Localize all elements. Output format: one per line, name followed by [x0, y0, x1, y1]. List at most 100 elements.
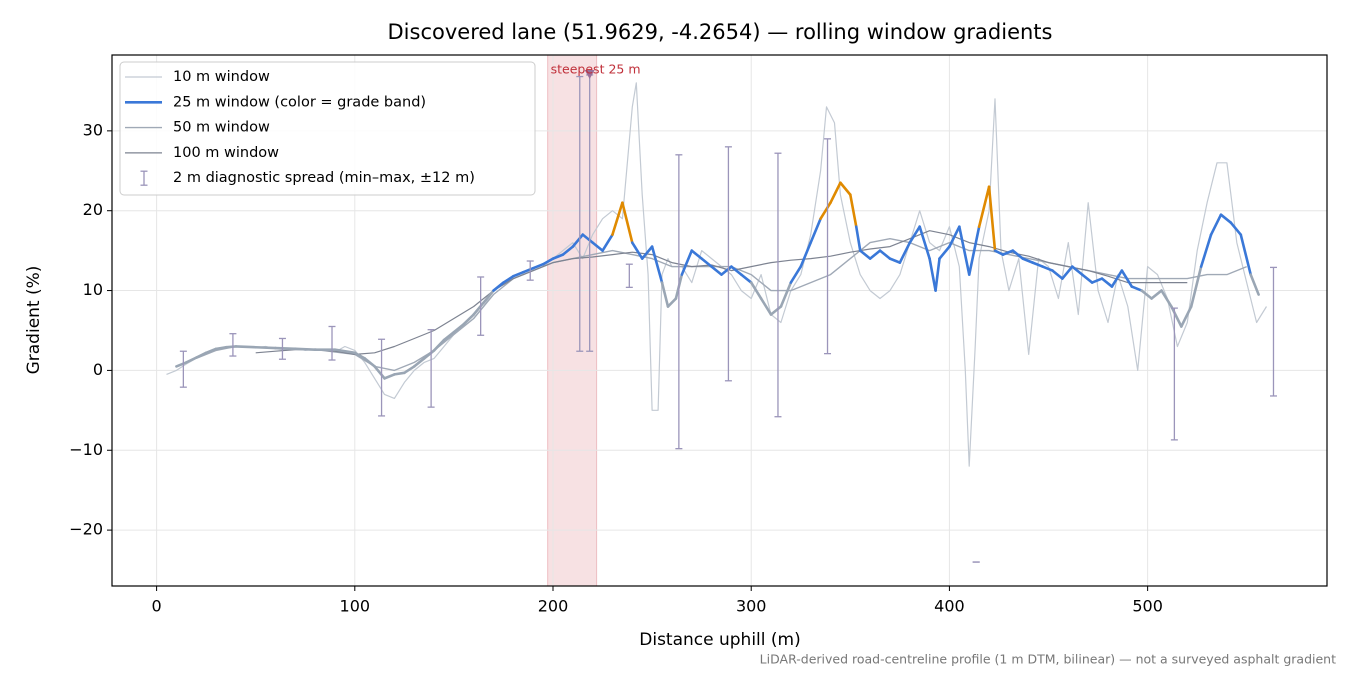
legend: 10 m window 25 m window (color = grade ba…: [119, 61, 536, 196]
line-segment: [274, 346, 297, 351]
legend-label: 10 m window: [173, 69, 270, 85]
line-segment: [393, 371, 406, 376]
line-segment: [571, 233, 585, 248]
line-segment: [789, 265, 803, 284]
line-segment: [948, 225, 961, 248]
chart-title: Discovered lane (51.9629, -4.2654) — rol…: [388, 20, 1053, 44]
legend-label: 2 m diagnostic spread (min–max, ±12 m): [173, 170, 475, 186]
x-axis-label: Distance uphill (m): [639, 630, 800, 650]
line-segment: [561, 245, 575, 256]
line-segment: [898, 241, 912, 264]
x-tick-label: 100: [340, 597, 371, 616]
line-segment: [333, 348, 357, 355]
line-segment: [254, 345, 277, 350]
line-segment: [1061, 265, 1074, 280]
line-segment: [680, 249, 694, 276]
legend-label: 100 m window: [173, 145, 279, 161]
line-segment: [383, 373, 396, 380]
line-segment: [1130, 285, 1143, 292]
line-segment: [690, 249, 703, 260]
line-segment: [194, 351, 208, 359]
line-segment: [521, 266, 535, 274]
y-axis-label: Gradient (%): [24, 266, 44, 375]
y-tick-label: 10: [83, 280, 103, 299]
line-segment: [868, 249, 882, 260]
line-segment: [720, 265, 733, 276]
line-segment: [1090, 277, 1104, 284]
steepest-label: steepest 25 m: [551, 62, 641, 77]
line-segment: [601, 233, 614, 252]
line-segment: [958, 225, 971, 276]
line-segment: [759, 297, 773, 316]
legend-label: 50 m window: [173, 120, 270, 136]
line-segment: [1041, 265, 1054, 272]
line-segment: [531, 262, 545, 270]
line-segment: [730, 265, 743, 276]
line-segment: [185, 356, 198, 364]
x-tick-label: 400: [934, 597, 965, 616]
line-segment: [452, 322, 466, 334]
line-segment: [650, 245, 664, 284]
line-segment: [819, 201, 832, 220]
line-segment: [1110, 269, 1124, 288]
line-segment: [581, 233, 594, 244]
line-segment: [977, 185, 991, 228]
line-segment: [234, 345, 257, 349]
line-segment: [1219, 213, 1233, 224]
line-segment: [938, 245, 951, 260]
line-segment: [422, 349, 436, 360]
steepest-marker: [584, 69, 595, 79]
line-segment: [541, 257, 555, 266]
steepest-span: [547, 54, 598, 587]
line-segment: [700, 257, 713, 268]
line-segment: [353, 351, 367, 360]
line-segment: [1170, 305, 1183, 328]
line-segment: [640, 245, 654, 260]
x-tick-label: 0: [152, 597, 162, 616]
line-segment: [779, 281, 793, 308]
line-segment: [809, 217, 822, 244]
series-line: [255, 230, 1188, 355]
plot-frame: [111, 54, 1328, 587]
line-segment: [224, 345, 238, 349]
line-segment: [1120, 269, 1134, 288]
line-segment: [403, 365, 416, 375]
line-segment: [214, 345, 228, 351]
line-segment: [878, 249, 892, 260]
line-segment: [839, 181, 852, 197]
line-segment: [858, 249, 872, 260]
y-tick-label: 20: [83, 200, 103, 219]
line-segment: [611, 201, 624, 236]
line-segment: [1021, 257, 1034, 264]
legend-box: [119, 61, 536, 196]
line-segment: [1160, 289, 1173, 308]
line-segment: [1239, 233, 1252, 276]
line-segment: [442, 330, 456, 342]
line-segment: [482, 289, 495, 304]
line-segment: [621, 201, 634, 244]
line-segment: [769, 305, 783, 316]
line-segment: [175, 361, 188, 368]
line-segment: [502, 274, 515, 284]
y-tick-label: 30: [83, 120, 103, 139]
line-segment: [1140, 289, 1153, 300]
line-segment: [993, 249, 1005, 256]
footnote: LiDAR-derived road-centreline profile (1…: [760, 652, 1336, 667]
line-segment: [432, 338, 446, 352]
line-segment: [512, 270, 525, 278]
line-segment: [854, 225, 862, 252]
line-segment: [1229, 221, 1243, 236]
x-tick-label: 500: [1132, 597, 1163, 616]
line-segment: [204, 347, 218, 355]
line-segment: [1051, 269, 1064, 280]
line-segment: [740, 273, 753, 284]
line-segment: [373, 365, 386, 380]
line-segment: [1209, 213, 1223, 236]
line-segment: [462, 313, 476, 326]
line-segment: [1080, 273, 1094, 284]
line-segment: [666, 297, 678, 308]
line-segment: [1001, 249, 1015, 256]
line-segment: [849, 193, 858, 228]
line-segment: [829, 181, 842, 205]
